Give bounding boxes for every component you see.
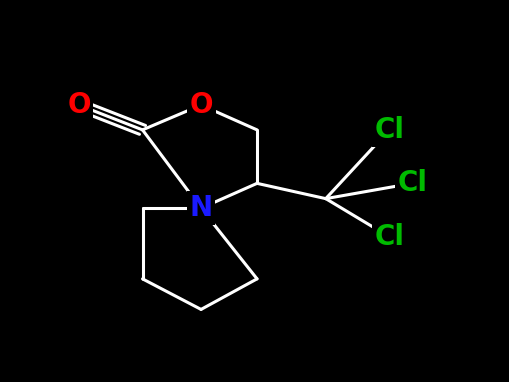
Text: O: O (67, 91, 91, 119)
Text: Cl: Cl (375, 116, 404, 144)
Text: Cl: Cl (375, 223, 404, 251)
Text: Cl: Cl (398, 169, 427, 197)
Text: N: N (189, 194, 213, 222)
Text: O: O (189, 91, 213, 119)
